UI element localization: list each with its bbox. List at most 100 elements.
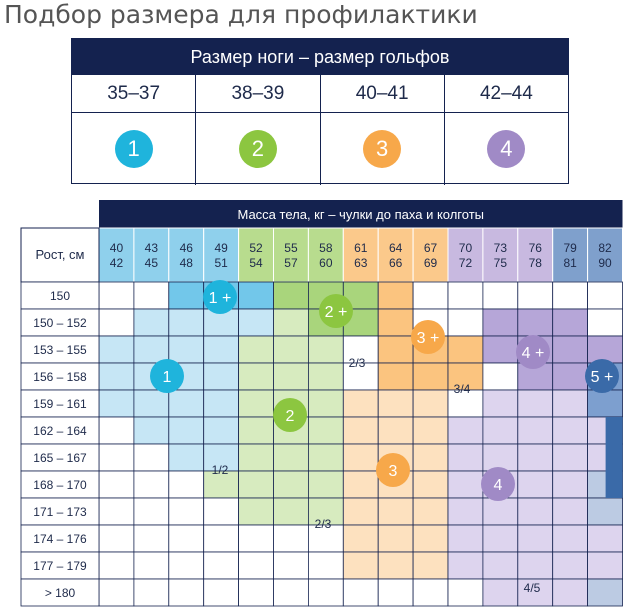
- grid-cell: [447, 308, 484, 337]
- size-badge-2: 2: [238, 130, 277, 168]
- grid-cell: [168, 281, 205, 310]
- grid-cell: [98, 362, 135, 391]
- height-row-label: 168 – 170: [33, 478, 87, 492]
- grid-cell: [238, 497, 274, 526]
- mass-header-band: [99, 200, 623, 228]
- grid-cell: [98, 281, 135, 310]
- grid-cell: [342, 335, 379, 364]
- grid-cell: [238, 308, 274, 337]
- leg-size-table: Размер ноги – размер гольфов 35–37 38–39…: [71, 38, 569, 185]
- height-row-label: 177 – 179: [33, 559, 87, 573]
- grid-cell: [133, 497, 170, 526]
- grid-cell: [482, 389, 519, 418]
- split-size-label: 4/5: [524, 581, 541, 595]
- grid-cell: [203, 389, 239, 418]
- grid-cell: [168, 497, 205, 526]
- grid-cell: [273, 551, 309, 580]
- size-badge-3: 3: [363, 130, 402, 168]
- weight-col-high: 72: [459, 256, 473, 270]
- zone-badge-label: 2: [286, 408, 295, 425]
- height-row-cell: [20, 308, 100, 337]
- leg-size-2: 38–39: [196, 75, 321, 112]
- grid-cell: [133, 578, 170, 607]
- height-row-cell: [20, 281, 100, 310]
- weight-col-low: 76: [529, 241, 543, 255]
- grid-cell: [377, 281, 414, 310]
- weight-col-low: 58: [319, 241, 333, 255]
- weight-col-high: 69: [424, 256, 438, 270]
- weight-col-header: [517, 227, 554, 283]
- grid-cell: [412, 578, 449, 607]
- grid-cell: [238, 389, 274, 418]
- grid-cell: [342, 443, 379, 472]
- mass-header-label: Масса тела, кг – чулки до паха и колготы: [237, 207, 484, 222]
- grid-cell: [307, 362, 344, 391]
- grid-cell: [203, 335, 239, 364]
- grid-cell: [273, 335, 309, 364]
- weight-col-high: 57: [284, 256, 298, 270]
- grid-cell: [447, 470, 484, 499]
- grid-cell: [238, 362, 274, 391]
- leg-table-header: Размер ноги – размер гольфов: [72, 39, 568, 75]
- grid-cell: [168, 524, 205, 553]
- weight-col-high: 81: [563, 256, 577, 270]
- weight-col-low: 49: [214, 241, 228, 255]
- grid-cell: [98, 497, 135, 526]
- grid-cell: [377, 497, 414, 526]
- weight-col-header: [587, 227, 623, 283]
- split-size-label: 2/3: [315, 517, 332, 531]
- weight-col-header: [203, 227, 240, 283]
- grid-cell: [133, 443, 170, 472]
- weight-col-low: 46: [180, 241, 194, 255]
- grid-cell: [482, 281, 519, 310]
- grid-cell: [552, 308, 589, 337]
- grid-cell: [552, 470, 589, 499]
- grid-cell: [307, 443, 344, 472]
- weight-col-high: 51: [214, 256, 228, 270]
- grid-cell: [587, 551, 623, 580]
- grid-cell: [273, 362, 309, 391]
- weight-col-low: 52: [249, 241, 263, 255]
- grid-cell: [447, 335, 484, 364]
- grid-cell: [168, 443, 205, 472]
- leg-size-1: 35–37: [72, 75, 197, 112]
- weight-col-high: 45: [145, 256, 159, 270]
- grid-cell: [412, 551, 449, 580]
- grid-cell: [273, 470, 309, 499]
- height-row-cell: [20, 335, 100, 364]
- grid-cell: [517, 524, 554, 553]
- grid-cell: [238, 551, 274, 580]
- grid-cell: [98, 551, 135, 580]
- zone-badge-label: 1: [163, 369, 172, 386]
- split-size-label: 1/2: [212, 463, 229, 477]
- grid-cell: [377, 416, 414, 445]
- height-row-cell: [20, 578, 100, 607]
- grid-cell: [552, 443, 589, 472]
- grid-cell: [307, 335, 344, 364]
- weight-col-header: [482, 227, 519, 283]
- size-badge-1: 1: [114, 130, 153, 168]
- grid-cell: [133, 551, 170, 580]
- grid-cell: [307, 551, 344, 580]
- weight-col-header: [377, 227, 414, 283]
- grid-cell: [168, 335, 205, 364]
- grid-cell: [587, 335, 623, 364]
- weight-col-header: [552, 227, 589, 283]
- grid-cell: [482, 308, 519, 337]
- grid-cell: [412, 281, 449, 310]
- zone-badge-label: 5 +: [591, 369, 614, 386]
- height-row-label: 162 – 164: [33, 424, 87, 438]
- grid-cell: [133, 524, 170, 553]
- grid-cell: [587, 578, 623, 607]
- grid-cell: [482, 416, 519, 445]
- grid-cell: [203, 551, 239, 580]
- grid-cell: [447, 497, 484, 526]
- grid-cell: [552, 389, 589, 418]
- grid-cell: [98, 416, 135, 445]
- grid-cell: [307, 524, 344, 553]
- leg-size-3: 40–41: [321, 75, 445, 112]
- grid-cell: [342, 362, 379, 391]
- grid-cell: [168, 308, 205, 337]
- grid-cell: [517, 416, 554, 445]
